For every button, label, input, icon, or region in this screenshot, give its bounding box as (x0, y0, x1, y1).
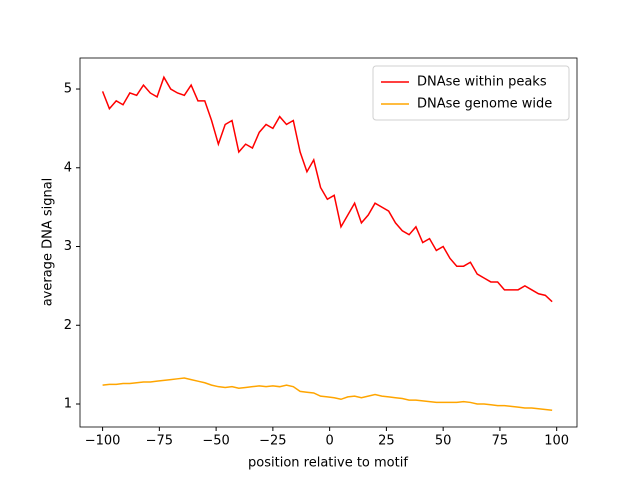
data-line (101, 75, 553, 303)
y-tick-label: 3 (64, 239, 72, 254)
y-tick-label: 1 (64, 397, 72, 412)
legend-label: DNAse genome wide (417, 97, 552, 112)
y-tick-label: 2 (64, 318, 72, 333)
legend-box (372, 65, 570, 121)
axes-frame (79, 57, 578, 428)
x-tick-label: −50 (202, 434, 229, 449)
y-tick-label: 5 (64, 82, 72, 97)
x-tick-label: −25 (259, 434, 286, 449)
x-tick-label: −75 (146, 434, 173, 449)
x-axis-label: position relative to motif (248, 456, 408, 471)
x-tick-label: 50 (435, 434, 452, 449)
y-tick-label: 4 (64, 160, 72, 175)
y-axis-label: average DNA signal (41, 178, 56, 307)
x-tick-label: −100 (85, 434, 121, 449)
legend-label: DNAse within peaks (417, 75, 547, 90)
x-tick-label: 100 (544, 434, 569, 449)
data-line (102, 377, 553, 412)
x-tick-label: 75 (492, 434, 509, 449)
x-tick-label: 0 (325, 434, 333, 449)
x-tick-label: 25 (378, 434, 395, 449)
